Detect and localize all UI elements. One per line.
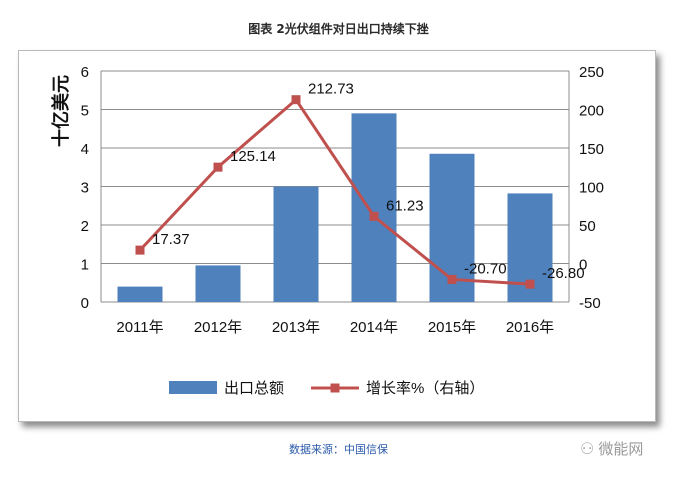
growth-line	[138, 97, 531, 286]
legend-marker-line	[330, 383, 340, 393]
chart-caption: 图表 2光伏组件对日出口持续下挫	[248, 22, 429, 36]
y-tick-label: 1	[81, 257, 89, 274]
axes: 0 1 2 3 4 5 6 -50 0 50 100 150 200 250 十亿美元 2011年 2012年 2…	[50, 64, 604, 336]
legend: 出口总额 增长率%（右轴）	[169, 380, 484, 397]
line-marker	[369, 211, 379, 221]
data-label: 17.37	[152, 231, 190, 248]
y2-tick-label: 100	[579, 180, 604, 197]
line-marker	[291, 95, 301, 105]
legend-swatch-bar	[169, 381, 217, 394]
y-tick-label: 2	[81, 218, 89, 235]
y2-tick-label: 200	[579, 103, 604, 120]
watermark: ⚇ 微能网	[580, 438, 643, 459]
y2-tick-label: 0	[579, 257, 587, 274]
x-tick-label: 2011年	[116, 319, 163, 336]
y-tick-label: 5	[81, 103, 89, 120]
bar	[117, 286, 163, 302]
data-label: -26.80	[542, 265, 585, 282]
data-labels: 17.37 125.14 212.73 61.23 -20.70 -26.80	[152, 81, 585, 282]
bar	[273, 186, 319, 302]
bar-series	[117, 113, 553, 302]
y-axis-title: 十亿美元	[50, 75, 71, 147]
line-marker	[135, 245, 145, 255]
y-tick-label: 3	[81, 180, 89, 197]
line-marker	[213, 162, 223, 172]
chart-svg: 0 1 2 3 4 5 6 -50 0 50 100 150 200 250 十亿美元 2011年 2012年 2…	[50, 64, 604, 397]
watermark-text: 微能网	[598, 440, 644, 458]
y2-tick-label: 250	[579, 64, 604, 81]
line-series	[135, 95, 535, 289]
y2-tick-label: -50	[579, 295, 601, 312]
x-tick-label: 2012年	[194, 319, 242, 336]
source-note: 数据来源：中国信保	[289, 443, 388, 456]
data-label: -20.70	[464, 260, 507, 277]
y-tick-label: 4	[81, 141, 89, 158]
x-tick-label: 2013年	[272, 319, 320, 336]
bar	[351, 113, 397, 302]
bar	[195, 265, 241, 302]
x-tick-label: 2015年	[428, 319, 476, 336]
y-tick-label: 0	[81, 295, 89, 312]
data-label: 212.73	[308, 81, 354, 98]
line-marker	[525, 279, 535, 289]
legend-label-bar: 出口总额	[224, 380, 284, 397]
grid-lines	[101, 70, 569, 303]
data-label: 125.14	[230, 148, 276, 165]
data-label: 61.23	[386, 197, 424, 214]
wechat-icon: ⚇	[580, 439, 595, 458]
y-tick-label: 6	[81, 64, 89, 81]
x-tick-label: 2014年	[350, 319, 398, 336]
x-tick-label: 2016年	[506, 319, 554, 336]
y2-tick-label: 150	[579, 141, 604, 158]
legend-label-line: 增长率%（右轴）	[366, 380, 484, 397]
y2-tick-label: 50	[579, 218, 596, 235]
line-marker	[447, 274, 457, 284]
chart-panel: 0 1 2 3 4 5 6 -50 0 50 100 150 200 250 十亿美元 2011年 2012年 2…	[18, 50, 656, 422]
